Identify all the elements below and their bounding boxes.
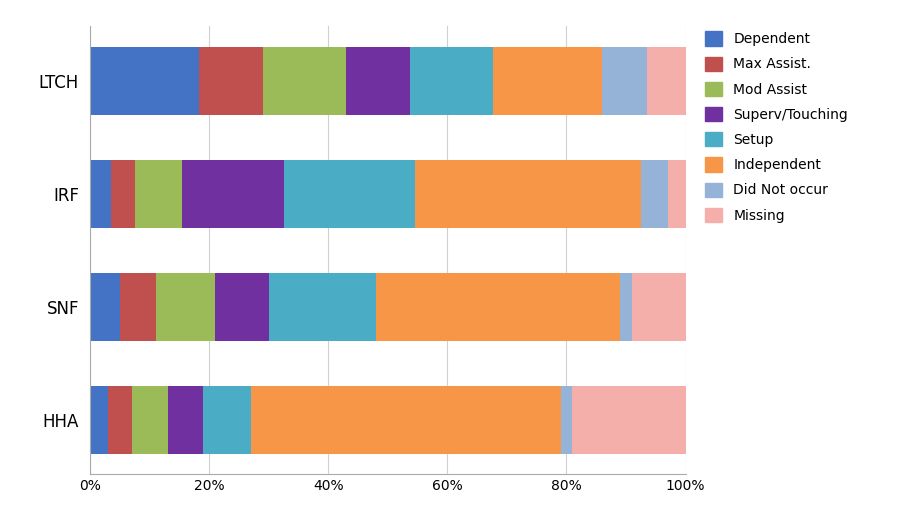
Bar — [346, 47, 410, 114]
Bar — [269, 273, 376, 341]
Bar — [108, 386, 132, 454]
Bar — [203, 386, 251, 454]
Bar — [182, 160, 283, 228]
Bar — [90, 160, 111, 228]
Bar — [376, 273, 620, 341]
Bar — [640, 160, 667, 228]
Bar — [168, 386, 203, 454]
Bar — [132, 386, 168, 454]
Bar — [410, 47, 493, 114]
Bar — [90, 47, 199, 114]
Bar — [120, 273, 156, 341]
Bar — [560, 386, 573, 454]
Bar — [90, 273, 120, 341]
Bar — [90, 386, 108, 454]
Bar — [620, 273, 632, 341]
Legend: Dependent, Max Assist., Mod Assist, Superv/Touching, Setup, Independent, Did Not: Dependent, Max Assist., Mod Assist, Supe… — [698, 24, 855, 230]
Bar — [216, 273, 269, 341]
Bar — [135, 160, 182, 228]
Bar — [415, 160, 640, 228]
Bar — [263, 47, 346, 114]
Bar — [632, 273, 686, 341]
Bar — [647, 47, 686, 114]
Bar — [283, 160, 415, 228]
Bar — [251, 386, 560, 454]
Bar — [493, 47, 603, 114]
Bar — [603, 47, 647, 114]
Bar — [573, 386, 686, 454]
Bar — [111, 160, 135, 228]
Bar — [199, 47, 263, 114]
Bar — [156, 273, 216, 341]
Bar — [667, 160, 686, 228]
